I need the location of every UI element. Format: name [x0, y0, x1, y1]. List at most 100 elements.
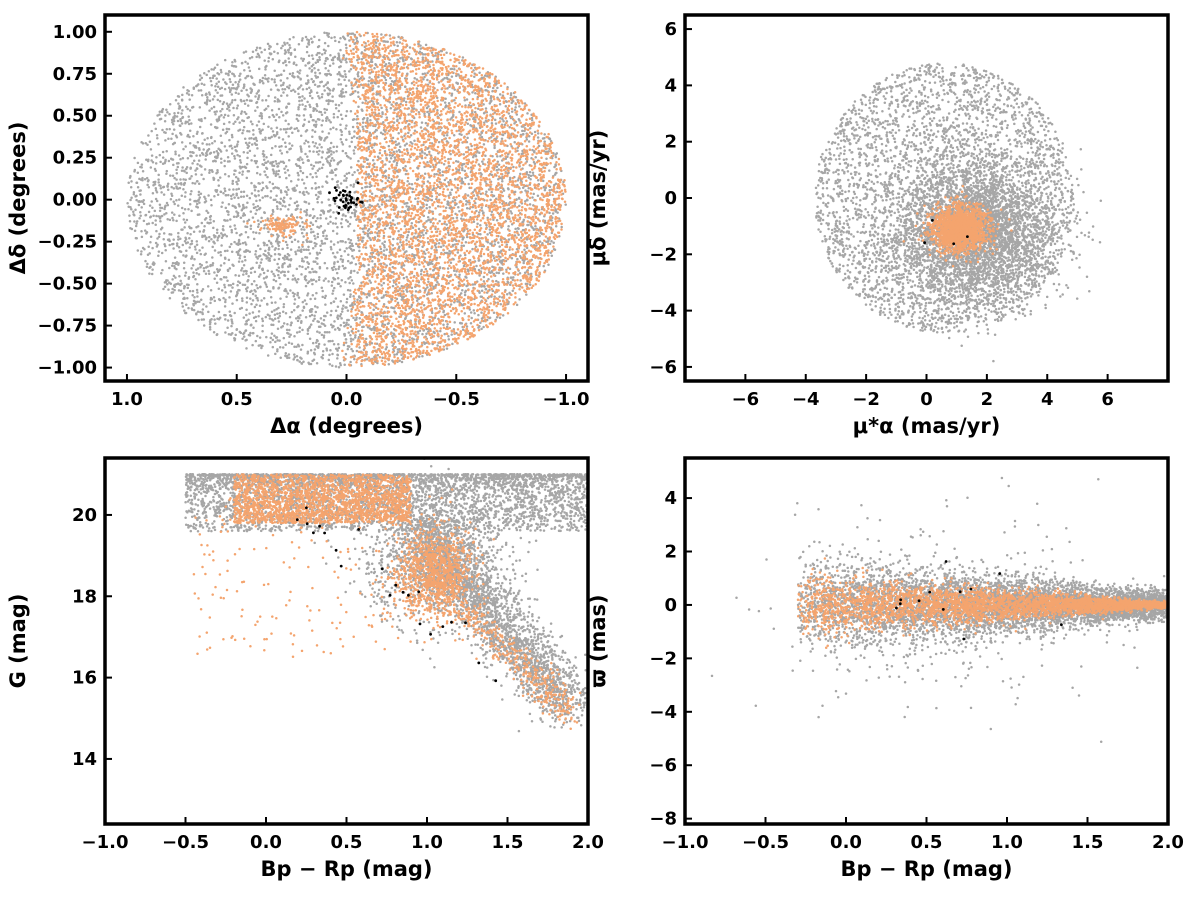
- scatter-point: [298, 360, 301, 363]
- scatter-point: [307, 120, 311, 123]
- scatter-point: [356, 91, 360, 94]
- scatter-point: [282, 236, 286, 239]
- scatter-point: [463, 312, 467, 315]
- scatter-point: [509, 210, 512, 213]
- scatter-point: [243, 110, 246, 114]
- scatter-point: [412, 253, 416, 257]
- scatter-point: [484, 154, 487, 157]
- scatter-point: [269, 254, 273, 258]
- scatter-point: [292, 308, 296, 312]
- scatter-point: [304, 200, 308, 204]
- scatter-point: [211, 76, 215, 80]
- scatter-point: [265, 302, 269, 306]
- scatter-point: [271, 160, 275, 164]
- scatter-point: [342, 321, 346, 324]
- scatter-point: [497, 177, 500, 181]
- scatter-point: [246, 74, 250, 78]
- scatter-point: [550, 239, 553, 243]
- scatter-point: [256, 299, 260, 302]
- scatter-point: [223, 87, 227, 91]
- scatter-point: [305, 213, 309, 216]
- scatter-point: [344, 75, 348, 79]
- scatter-point: [158, 209, 162, 212]
- scatter-point: [176, 204, 180, 207]
- scatter-point: [159, 206, 162, 209]
- scatter-point: [298, 190, 302, 194]
- scatter-point: [363, 224, 367, 227]
- scatter-point: [511, 289, 515, 293]
- scatter-point: [177, 282, 180, 286]
- scatter-point: [253, 270, 257, 274]
- scatter-point: [207, 269, 210, 273]
- scatter-point: [145, 265, 149, 269]
- scatter-point: [223, 164, 226, 168]
- scatter-point: [294, 189, 297, 192]
- scatter-point: [502, 119, 505, 123]
- scatter-point: [138, 177, 141, 181]
- scatter-point: [316, 146, 319, 149]
- scatter-point: [314, 244, 317, 248]
- scatter-point: [253, 279, 256, 283]
- scatter-point: [168, 102, 172, 106]
- scatter-point: [311, 119, 315, 122]
- scatter-point: [233, 154, 236, 158]
- scatter-point: [133, 170, 136, 173]
- scatter-point: [317, 325, 321, 329]
- scatter-point: [172, 242, 175, 246]
- scatter-point: [348, 39, 351, 42]
- scatter-point: [305, 175, 309, 179]
- scatter-point: [140, 163, 144, 166]
- scatter-point: [292, 61, 296, 64]
- scatter-point: [275, 194, 278, 197]
- scatter-point: [248, 312, 251, 315]
- scatter-point: [249, 227, 253, 230]
- scatter-point: [516, 257, 519, 261]
- scatter-point: [258, 336, 262, 339]
- scatter-point: [144, 213, 147, 217]
- scatter-point: [244, 339, 247, 342]
- scatter-point: [202, 230, 205, 233]
- scatter-point: [553, 165, 556, 169]
- scatter-point: [302, 248, 306, 251]
- scatter-point: [238, 248, 242, 251]
- scatter-point: [472, 220, 476, 223]
- scatter-point: [257, 194, 260, 197]
- scatter-point: [510, 110, 514, 113]
- scatter-point: [486, 241, 490, 244]
- scatter-point: [531, 226, 534, 229]
- scatter-point: [282, 336, 286, 340]
- scatter-point: [310, 163, 313, 167]
- scatter-point: [362, 116, 366, 120]
- scatter-point: [227, 114, 230, 117]
- scatter-point: [146, 262, 149, 266]
- scatter-point: [244, 258, 247, 262]
- scatter-point: [158, 232, 161, 236]
- scatter-point: [310, 68, 314, 72]
- scatter-point: [273, 69, 276, 72]
- scatter-point: [255, 199, 258, 203]
- scatter-point: [519, 279, 522, 282]
- scatter-point: [240, 306, 244, 310]
- scatter-point: [164, 139, 167, 142]
- scatter-point: [192, 304, 195, 307]
- scatter-point: [285, 111, 289, 114]
- scatter-point: [521, 186, 525, 190]
- scatter-point: [295, 127, 299, 130]
- scatter-point: [231, 83, 235, 86]
- scatter-point: [279, 356, 282, 359]
- scatter-point: [216, 85, 220, 88]
- scatter-point: [547, 263, 550, 266]
- scatter-point: [340, 133, 343, 137]
- scatter-point: [254, 212, 257, 216]
- scatter-point: [425, 153, 429, 157]
- scatter-point: [152, 214, 155, 218]
- scatter-point: [329, 208, 332, 212]
- scatter-point: [232, 86, 236, 90]
- scatter-point: [453, 198, 457, 202]
- scatter-point: [180, 301, 184, 305]
- scatter-point: [269, 290, 272, 293]
- scatter-point: [316, 257, 319, 260]
- scatter-point: [510, 276, 513, 279]
- scatter-point: [148, 272, 151, 275]
- scatter-point: [287, 353, 291, 356]
